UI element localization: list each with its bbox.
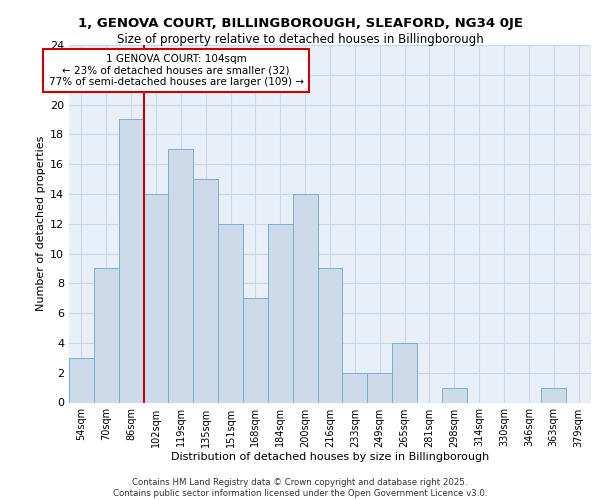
Bar xyxy=(193,179,218,402)
Y-axis label: Number of detached properties: Number of detached properties xyxy=(36,136,46,312)
Bar xyxy=(94,268,119,402)
Bar xyxy=(343,372,367,402)
Bar xyxy=(143,194,169,402)
Bar xyxy=(541,388,566,402)
Bar xyxy=(293,194,317,402)
X-axis label: Distribution of detached houses by size in Billingborough: Distribution of detached houses by size … xyxy=(171,452,489,462)
Text: 1 GENOVA COURT: 104sqm
← 23% of detached houses are smaller (32)
77% of semi-det: 1 GENOVA COURT: 104sqm ← 23% of detached… xyxy=(49,54,304,87)
Bar xyxy=(317,268,343,402)
Bar xyxy=(218,224,243,402)
Text: 1, GENOVA COURT, BILLINGBOROUGH, SLEAFORD, NG34 0JE: 1, GENOVA COURT, BILLINGBOROUGH, SLEAFOR… xyxy=(77,18,523,30)
Text: Contains HM Land Registry data © Crown copyright and database right 2025.
Contai: Contains HM Land Registry data © Crown c… xyxy=(113,478,487,498)
Bar xyxy=(442,388,467,402)
Bar xyxy=(268,224,293,402)
Bar xyxy=(119,120,143,403)
Bar xyxy=(392,343,417,402)
Bar xyxy=(243,298,268,403)
Bar xyxy=(367,372,392,402)
Bar xyxy=(169,150,193,402)
Bar xyxy=(69,358,94,403)
Text: Size of property relative to detached houses in Billingborough: Size of property relative to detached ho… xyxy=(116,32,484,46)
